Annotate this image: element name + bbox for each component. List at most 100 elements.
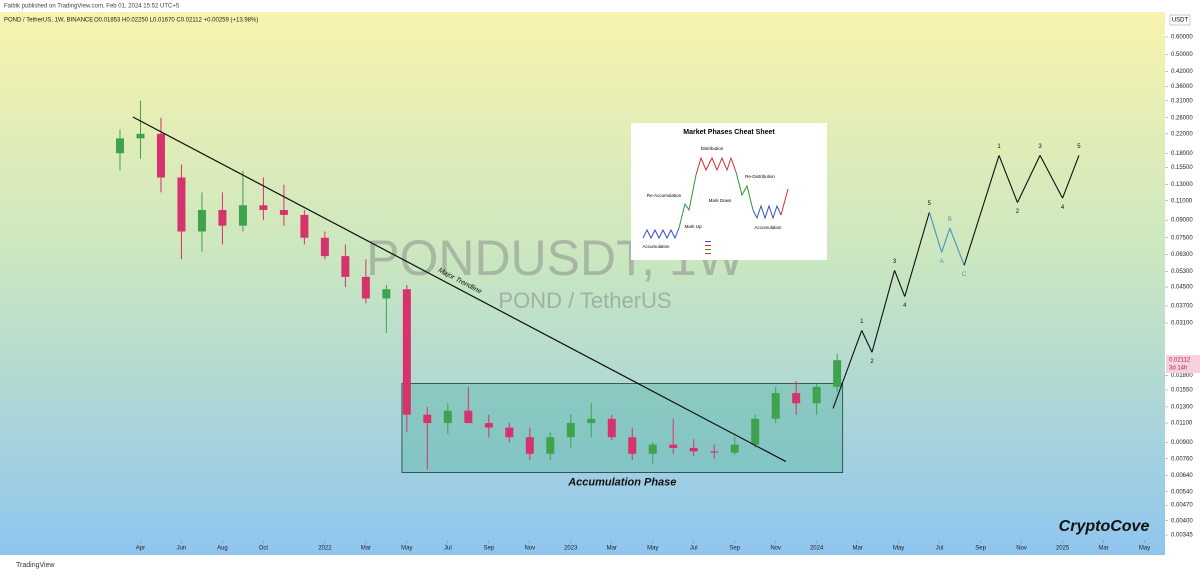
y-tick-label: 0.00400 xyxy=(1171,518,1193,524)
wave-label: 3 xyxy=(1038,144,1042,150)
projection-segment xyxy=(949,227,965,266)
accumulation-box xyxy=(401,383,844,473)
candle-body xyxy=(197,209,206,232)
projection-segment xyxy=(904,212,930,297)
inset-legend-line xyxy=(705,253,711,254)
y-tick-label: 0.05300 xyxy=(1171,269,1193,275)
wave-label: 3 xyxy=(893,259,897,265)
y-tick-label: 0.00345 xyxy=(1171,533,1193,539)
signature: CryptoCove xyxy=(1059,518,1150,535)
candle-body xyxy=(484,423,493,428)
x-tick-label: Jul xyxy=(936,546,944,552)
candle-body xyxy=(115,138,124,154)
candle-body xyxy=(341,256,350,277)
y-tick-label: 0.11000 xyxy=(1171,198,1193,204)
candle-body xyxy=(546,437,555,454)
x-tick-label: May xyxy=(647,546,658,552)
inset-line xyxy=(642,227,680,240)
candle-body xyxy=(136,133,145,139)
y-tick-label: 0.03100 xyxy=(1171,321,1193,327)
wave-label: 5 xyxy=(928,201,932,207)
candle-body xyxy=(812,386,821,404)
x-tick-label: Jul xyxy=(690,546,698,552)
price-axis xyxy=(1165,12,1200,555)
y-tick-label: 0.00470 xyxy=(1171,503,1193,509)
inset-legend-line xyxy=(705,245,711,246)
inset-label: Re-Accumulation xyxy=(647,193,682,198)
y-tick-label: 0.18000 xyxy=(1171,151,1193,157)
inset-legend-line xyxy=(705,241,711,242)
candle-body xyxy=(300,214,309,238)
inset-line xyxy=(678,174,697,229)
candle-body xyxy=(730,444,739,453)
wave-label: A xyxy=(940,259,944,265)
y-tick-label: 0.07500 xyxy=(1171,235,1193,241)
publisher: Faibik published on TradingView.com, Feb… xyxy=(4,4,180,10)
candle-body xyxy=(361,276,370,299)
candle-body xyxy=(320,237,329,257)
candle-body xyxy=(751,418,760,445)
countdown: 3d 14h xyxy=(1169,366,1187,372)
projection-segment xyxy=(1016,155,1041,203)
x-tick-label: 2024 xyxy=(810,546,824,552)
candle-body xyxy=(238,205,247,226)
candle-body xyxy=(177,177,186,232)
inset-panel xyxy=(631,123,827,260)
inset-label: Mark Up xyxy=(684,224,701,229)
projection-segment xyxy=(832,330,863,409)
cheat-sheet: Market Phases Cheat Sheet Distribution R… xyxy=(631,123,827,260)
currency: USDT xyxy=(1172,18,1189,24)
candle-body xyxy=(669,444,678,448)
candle-body xyxy=(607,418,616,438)
projection-segment xyxy=(963,155,1000,266)
wave-label: B xyxy=(948,217,952,223)
x-tick-label: Aug xyxy=(217,546,228,552)
candle-body xyxy=(833,360,842,387)
x-tick-label: May xyxy=(893,546,904,552)
projection-segment xyxy=(871,270,896,353)
watermark-sub: POND / TetherUS xyxy=(498,288,671,313)
candle-body xyxy=(566,423,575,438)
inset-title: Market Phases Cheat Sheet xyxy=(683,129,775,136)
inset-label: Distribution xyxy=(701,146,724,151)
x-tick-label: Oct xyxy=(259,546,269,552)
candle-body xyxy=(218,209,227,226)
candle-body xyxy=(505,427,514,438)
last-price: 0.02112 xyxy=(1169,358,1191,364)
wave-label: 1 xyxy=(997,144,1001,150)
currency-badge xyxy=(1169,14,1191,26)
y-tick-label: 0.60000 xyxy=(1171,35,1193,41)
y-tick-label: 0.01800 xyxy=(1171,373,1193,379)
x-tick-label: 2025 xyxy=(1056,546,1070,552)
y-tick-label: 0.13000 xyxy=(1171,182,1193,188)
y-tick-label: 0.36000 xyxy=(1171,84,1193,90)
y-tick-label: 0.00760 xyxy=(1171,456,1193,462)
candle-body xyxy=(771,393,780,419)
x-tick-label: Apr xyxy=(136,546,145,552)
x-tick-label: 2023 xyxy=(564,546,578,552)
x-tick-label: Mar xyxy=(1098,546,1108,552)
box-label: Accumulation Phase xyxy=(567,476,676,488)
inset-line xyxy=(752,204,782,220)
last-price-badge xyxy=(1166,355,1200,374)
y-tick-label: 0.31000 xyxy=(1171,98,1193,104)
y-tick-label: 0.50000 xyxy=(1171,52,1193,58)
wave-label: 4 xyxy=(903,303,907,309)
projection-segment xyxy=(998,155,1018,203)
y-tick-label: 0.09000 xyxy=(1171,218,1193,224)
projection-segment xyxy=(894,270,906,297)
inset-label: Mark Down xyxy=(709,198,732,203)
ohlc: O0.01853 H0.02250 L0.01670 C0.02112 +0.0… xyxy=(94,18,258,24)
x-tick-label: Mar xyxy=(361,546,371,552)
x-tick-label: May xyxy=(1139,546,1150,552)
y-tick-label: 0.01300 xyxy=(1171,405,1193,411)
candle-body xyxy=(402,289,411,415)
candle-body xyxy=(156,133,165,178)
candle-body xyxy=(689,447,698,452)
candle-body xyxy=(423,414,432,424)
candle-body xyxy=(259,205,268,210)
projection-segment xyxy=(861,330,873,353)
y-tick-label: 0.03700 xyxy=(1171,304,1193,310)
y-tick-label: 0.01550 xyxy=(1171,388,1193,394)
